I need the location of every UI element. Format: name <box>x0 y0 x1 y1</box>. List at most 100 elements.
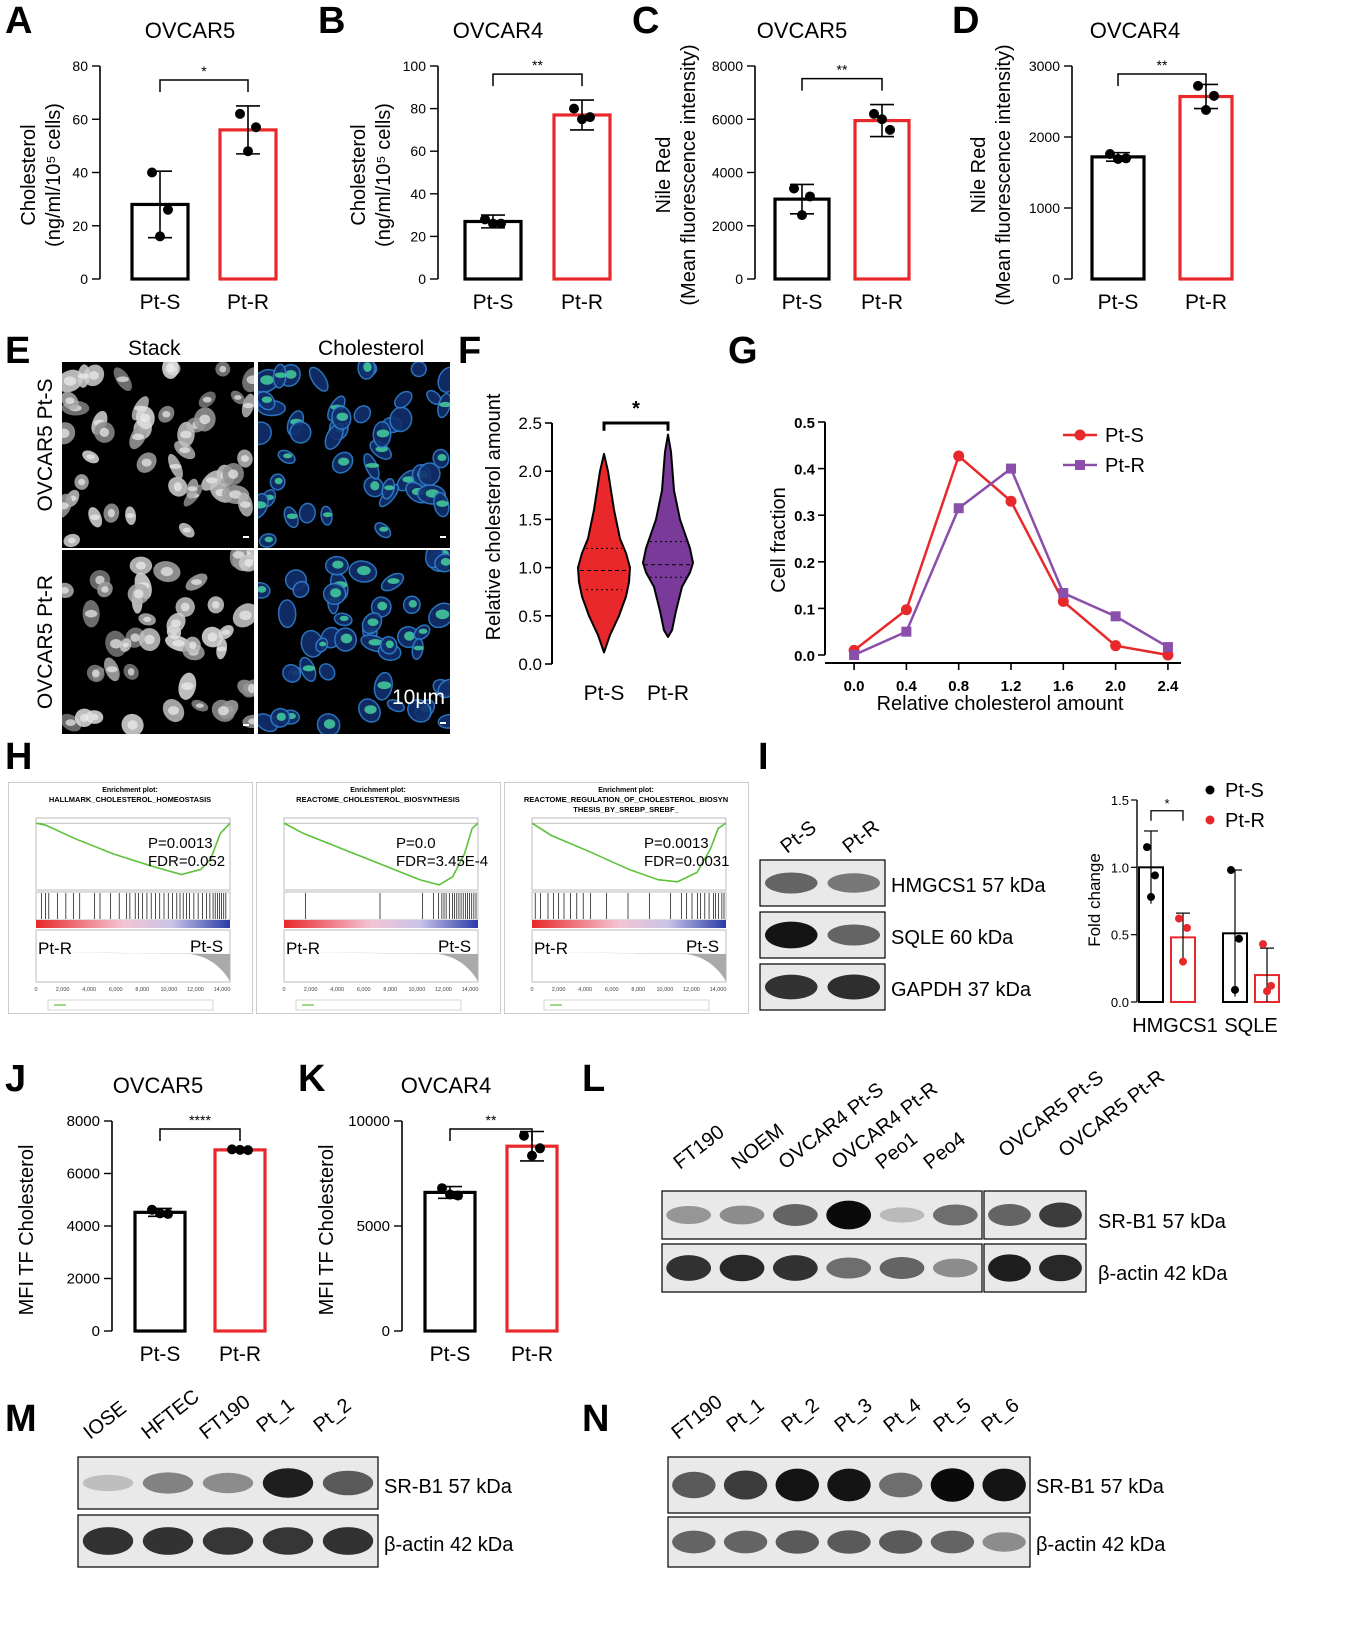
data-point-pt-s <box>1057 595 1069 607</box>
es-plot-area <box>35 817 231 891</box>
y-tick-label: 2000 <box>712 218 743 234</box>
nucleus <box>199 414 211 425</box>
x-tick-label: 12,000 <box>435 987 452 993</box>
lane-label: FT190 <box>196 1391 255 1444</box>
nucleus <box>219 365 227 373</box>
nucleus <box>222 629 230 635</box>
left-phenotype: Pt-R <box>286 939 320 958</box>
micrograph-cholesterol-pt-s <box>258 362 450 548</box>
significance-label: * <box>632 398 640 420</box>
y-tick-label: 1.5 <box>518 510 542 529</box>
blot-n-srb1-band <box>827 1468 871 1502</box>
data-point <box>1113 154 1123 165</box>
data-point-pt-s <box>1005 495 1017 507</box>
cholesterol-signal <box>276 712 286 721</box>
x-tick-label: 10,000 <box>656 987 673 993</box>
ylabel-j: MFI TF Cholesterol <box>16 1145 38 1316</box>
nucleus <box>248 718 254 725</box>
chart-title-j: OVCAR5 <box>113 1073 203 1098</box>
nucleus <box>106 666 118 673</box>
scale-label: 10μm <box>392 686 445 709</box>
y-tick-label: 10000 <box>348 1113 390 1130</box>
data-point <box>1143 843 1151 852</box>
cholesterol-signal <box>365 462 380 468</box>
cell <box>277 599 297 629</box>
nucleus <box>110 639 123 649</box>
nucleus <box>228 469 239 479</box>
cell <box>318 663 336 681</box>
cell <box>308 366 329 392</box>
panel-label-m: M <box>5 1398 37 1440</box>
cholesterol-signal <box>418 628 428 634</box>
blot-n-actin-band <box>775 1530 820 1554</box>
y-tick-label: 0.0 <box>1111 995 1129 1010</box>
y-tick-label: 80 <box>410 101 426 117</box>
data-point-pt-s <box>900 604 912 616</box>
chart-title-k: OVCAR4 <box>401 1073 491 1098</box>
x-tick-label: Pt-R <box>227 291 269 314</box>
blot-m-actin-band <box>202 1527 254 1555</box>
series-line-pt-s <box>853 453 1169 657</box>
cholesterol-signal <box>339 615 349 622</box>
legend-marker <box>1074 429 1086 441</box>
violin-chart-f: Relative cholesterol amount 0.0 0.5 1.0 1.5… <box>483 393 694 705</box>
nucleus <box>141 458 152 467</box>
cell <box>393 390 413 409</box>
x-tick-label: 2,000 <box>56 987 70 993</box>
data-point-pt-r <box>1006 463 1016 474</box>
nucleus <box>239 501 251 508</box>
p-value: P=0.0013 <box>644 835 709 852</box>
blot-m-srb1-band <box>202 1472 254 1494</box>
lane-label: Pt_2 <box>310 1394 356 1437</box>
nucleus <box>135 561 146 570</box>
lane-label: Pt-S <box>777 817 821 858</box>
y-tick-label: 8000 <box>67 1113 100 1130</box>
x-tick-label: 0 <box>282 987 285 993</box>
ylabel-a-2: (ng/ml/10⁵ cells) <box>43 103 65 247</box>
bar-chart-i: Fold change 0.0 0.5 1.0 1.5 HMGCS1 SQLE * Pt-S P… <box>1085 780 1280 1037</box>
blot-l-actin-band <box>772 1255 818 1281</box>
blot-l-actin-band <box>666 1255 712 1281</box>
blot-l-srb1-band <box>772 1204 818 1226</box>
data-point-pt-r <box>953 503 964 514</box>
blot-m-srb1-band <box>142 1472 194 1494</box>
cholesterol-signal <box>283 453 293 459</box>
nucleus <box>162 410 171 418</box>
x-tick-label: 1.6 <box>1053 678 1074 695</box>
enrichment-curve <box>35 822 231 876</box>
data-point <box>163 204 173 215</box>
cholesterol-signal <box>364 705 377 714</box>
lane-label: Pt_3 <box>831 1394 877 1437</box>
y-tick-label: 8000 <box>712 58 743 74</box>
nucleus <box>168 706 180 715</box>
chart-title-c: OVCAR5 <box>757 18 847 43</box>
data-point <box>155 1208 165 1219</box>
bar-pt-r <box>505 1144 559 1333</box>
blot-l-actin-band <box>932 1258 978 1278</box>
rank-strip <box>36 920 230 928</box>
panel-label-e: E <box>5 330 31 372</box>
data-point-pt-r <box>901 626 912 637</box>
western-blot-i: Pt-S Pt-R HMGCS1 57 kDa SQLE 60 kDa GAPDH 37… <box>759 816 1046 1011</box>
data-point <box>496 218 506 229</box>
blot-n-actin-band <box>930 1530 975 1554</box>
blot-n-srb1-band <box>982 1468 1026 1502</box>
cholesterol-signal <box>377 601 388 611</box>
bar-chart-a: OVCAR5 Cholesterol (ng/ml/10⁵ cells) 0 20… <box>18 18 278 314</box>
bar-pt-r <box>552 113 612 281</box>
nucleus <box>88 370 99 380</box>
y-tick-label: 0 <box>92 1323 100 1340</box>
x-tick-label: Pt-R <box>219 1343 261 1366</box>
nucleus <box>182 527 191 533</box>
band-label: HMGCS1 57 kDa <box>891 875 1046 897</box>
x-tick-label: Pt-S <box>140 291 181 314</box>
lane-label: FT190 <box>670 1121 729 1174</box>
gsea-title: Enrichment plot: <box>598 787 654 794</box>
nucleus <box>240 455 250 463</box>
bar-chart-d: OVCAR4 Nile Red (Mean fluorescence inten… <box>968 18 1234 314</box>
blot-l-srb1-b-band <box>1039 1202 1082 1228</box>
panel-label-l: L <box>582 1058 606 1100</box>
fdr-value: FDR=0.0031 <box>644 853 729 870</box>
nucleus <box>169 463 182 469</box>
band-label: SR-B1 57 kDa <box>1098 1211 1227 1233</box>
